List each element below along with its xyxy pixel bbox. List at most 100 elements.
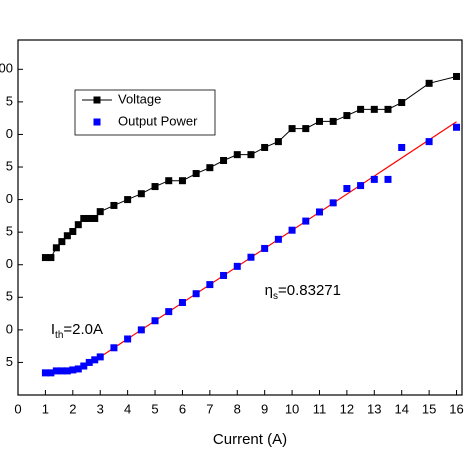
legend-label: Output Power	[118, 113, 198, 128]
marker	[206, 281, 214, 289]
marker	[220, 271, 228, 279]
marker	[74, 221, 82, 229]
marker	[233, 151, 241, 159]
marker	[41, 254, 49, 262]
marker	[302, 125, 310, 133]
y-tick-label: 5	[6, 354, 13, 369]
legend-label: Voltage	[118, 91, 161, 106]
marker	[137, 190, 145, 198]
x-tick-label: 8	[234, 401, 241, 416]
marker	[453, 123, 461, 131]
marker	[52, 367, 60, 375]
marker	[58, 238, 66, 246]
marker	[178, 299, 186, 307]
x-tick-label: 2	[69, 401, 76, 416]
marker	[343, 185, 351, 193]
marker	[288, 226, 296, 234]
marker	[357, 182, 365, 190]
marker	[124, 196, 132, 204]
marker	[80, 362, 88, 370]
marker	[151, 317, 159, 325]
marker	[110, 201, 118, 209]
marker	[384, 175, 392, 183]
x-tick-label: 6	[179, 401, 186, 416]
x-tick-label: 11	[313, 401, 327, 416]
y-tick-label: 5	[6, 224, 13, 239]
marker	[357, 105, 365, 113]
plot-frame	[17, 39, 463, 396]
y-tick-label: 0	[6, 321, 13, 336]
marker	[91, 356, 99, 364]
marker	[192, 290, 200, 298]
x-tick-label: 0	[14, 401, 21, 416]
marker	[343, 112, 351, 120]
marker	[302, 217, 310, 225]
marker	[74, 365, 82, 373]
x-tick-label: 13	[367, 401, 381, 416]
marker	[453, 72, 461, 80]
legend-box	[74, 89, 216, 136]
marker	[192, 170, 200, 178]
y-tick-label: 0	[6, 126, 13, 141]
y-tick-label: 0	[6, 191, 13, 206]
marker	[261, 244, 269, 252]
marker	[47, 369, 55, 377]
fit-line	[86, 121, 457, 367]
marker	[96, 208, 104, 216]
marker	[233, 262, 241, 270]
marker	[261, 143, 269, 151]
marker	[151, 183, 159, 191]
y-tick-label: 5	[6, 93, 13, 108]
legend-marker	[93, 118, 101, 126]
x-axis-label: Current (A)	[213, 431, 287, 448]
x-tick-label: 9	[261, 401, 268, 416]
x-tick-label: 7	[206, 401, 213, 416]
marker	[47, 254, 55, 262]
x-tick-label: 1	[42, 401, 49, 416]
marker	[247, 253, 255, 261]
marker	[274, 138, 282, 146]
annotation: ηs=0.83271	[265, 282, 341, 302]
marker	[274, 235, 282, 243]
marker	[315, 117, 323, 125]
marker	[315, 208, 323, 216]
marker	[69, 366, 77, 374]
marker	[96, 353, 104, 361]
y-tick-label: 5	[6, 158, 13, 173]
annotation: Ith=2.0A	[51, 321, 103, 341]
marker	[370, 105, 378, 113]
y-tick-label: 0	[6, 256, 13, 271]
marker	[398, 99, 406, 107]
x-tick-label: 10	[285, 401, 299, 416]
marker	[329, 117, 337, 125]
marker	[220, 157, 228, 165]
marker	[41, 369, 49, 377]
marker	[288, 125, 296, 133]
marker	[69, 228, 77, 236]
marker	[85, 214, 93, 222]
x-tick-label: 14	[394, 401, 408, 416]
marker	[165, 177, 173, 185]
marker	[63, 367, 71, 375]
marker	[85, 358, 93, 366]
marker	[329, 199, 337, 207]
x-tick-label: 15	[422, 401, 436, 416]
marker	[63, 232, 71, 240]
marker	[124, 335, 132, 343]
marker	[384, 105, 392, 113]
x-tick-label: 4	[124, 401, 131, 416]
marker	[110, 344, 118, 352]
marker	[206, 164, 214, 172]
marker	[178, 177, 186, 185]
marker	[398, 143, 406, 151]
marker	[58, 367, 66, 375]
marker	[370, 175, 378, 183]
marker	[247, 151, 255, 159]
x-tick-label: 3	[97, 401, 104, 416]
marker	[80, 214, 88, 222]
x-tick-label: 5	[151, 401, 158, 416]
y-tick-label: 00	[0, 61, 13, 76]
legend-marker	[93, 96, 101, 104]
marker	[425, 79, 433, 87]
